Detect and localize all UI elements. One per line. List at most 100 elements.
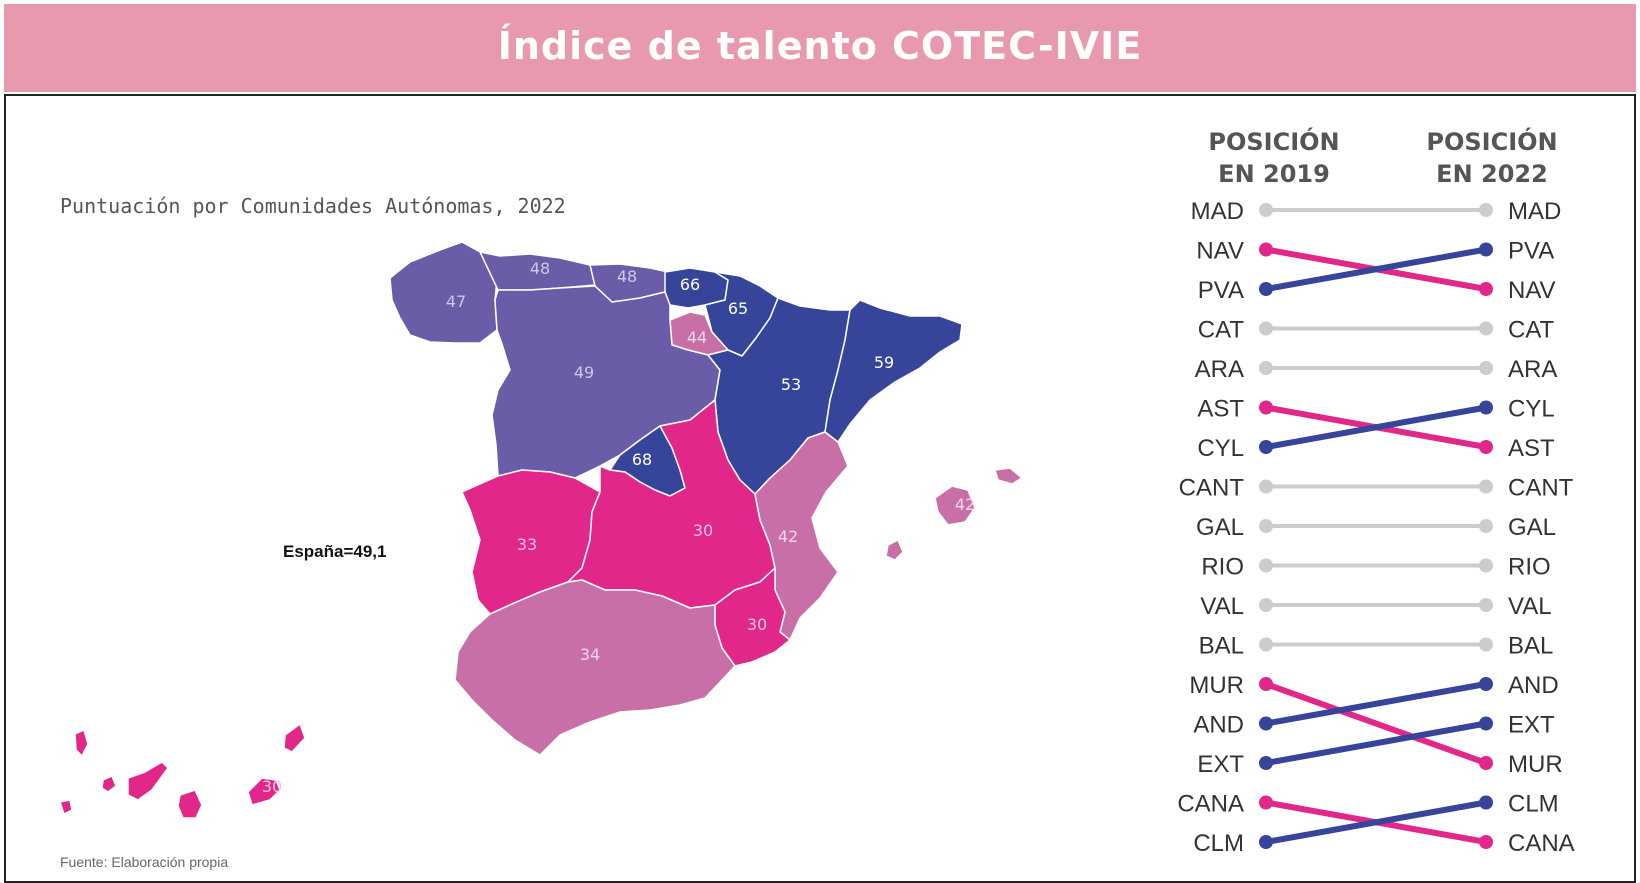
spain-average: España=49,1 [283, 542, 387, 561]
region-CAT [824, 299, 963, 443]
map-subtitle: Puntuación por Comunidades Autónomas, 20… [60, 194, 566, 218]
slope-line-AND [1263, 681, 1489, 727]
slope-dot-2019-CYL [1259, 440, 1273, 454]
slope-dot-2019-MAD [1259, 203, 1273, 217]
slope-header-2022: POSICIÓN EN 2022 [1392, 126, 1592, 190]
slope-label-2019-AND: AND [1193, 712, 1244, 739]
slope-label-2022-NAV: NAV [1508, 277, 1556, 304]
slope-label-2022-RIO: RIO [1508, 554, 1551, 581]
slope-label-2019-RIO: RIO [1201, 554, 1244, 581]
slope-header-2019-line1: POSICIÓN [1208, 128, 1340, 156]
slope-label-2022-VAL: VAL [1508, 593, 1552, 620]
label-CAT: 59 [874, 353, 894, 372]
slope-label-2022-CYL: CYL [1508, 396, 1555, 423]
slope-label-2019-ARA: ARA [1195, 356, 1244, 383]
slope-label-2019-NAV: NAV [1196, 238, 1244, 265]
slope-dot-2019-AST [1259, 400, 1273, 415]
slope-label-2019-VAL: VAL [1200, 593, 1244, 620]
label-CANA: 30 [262, 777, 282, 796]
label-RIO: 44 [687, 328, 707, 347]
slope-dot-2019-EXT [1259, 756, 1273, 770]
region-AND [454, 579, 736, 756]
slope-dot-2022-CAT [1479, 321, 1493, 336]
slope-label-2022-AST: AST [1508, 435, 1555, 462]
spain-map: 47 48 48 66 65 44 49 53 59 68 33 30 42 4… [59, 241, 1023, 819]
slope-label-2022-CAT: CAT [1508, 317, 1555, 344]
slope-dot-2019-BAL [1259, 637, 1273, 652]
slope-label-2022-MUR: MUR [1508, 751, 1563, 778]
label-AND: 34 [580, 645, 600, 664]
slope-label-2019-CANT: CANT [1179, 475, 1245, 502]
slope-label-2019-GAL: GAL [1196, 514, 1244, 541]
slope-label-2019-EXT: EXT [1197, 751, 1244, 778]
slope-label-2022-PVA: PVA [1508, 238, 1554, 265]
slope-dot-2022-CYL [1479, 400, 1493, 415]
slope-line-PVA [1263, 246, 1489, 292]
slope-dot-2022-CANA [1479, 835, 1493, 849]
label-CANT: 48 [617, 267, 637, 286]
slope-dot-2022-GAL [1479, 519, 1493, 533]
label-CYL: 49 [574, 363, 594, 382]
slope-dot-2022-CLM [1479, 795, 1493, 810]
slope-dot-2022-MUR [1479, 756, 1493, 770]
label-VAL: 42 [778, 527, 798, 546]
slope-dot-2022-BAL [1479, 637, 1493, 652]
label-MUR: 30 [747, 615, 767, 634]
slope-label-2022-CLM: CLM [1508, 791, 1559, 818]
slope-dot-2022-NAV [1479, 282, 1493, 296]
slope-label-2022-ARA: ARA [1508, 356, 1557, 383]
page-title: Índice de talento COTEC-IVIE [497, 24, 1143, 68]
slope-dot-2022-MAD [1479, 203, 1493, 217]
slope-dot-2022-CANT [1479, 479, 1493, 494]
slope-label-2019-BAL: BAL [1199, 633, 1244, 660]
slope-dot-2019-CAT [1259, 321, 1273, 336]
slope-label-2019-CAT: CAT [1198, 317, 1245, 344]
slope-dot-2019-VAL [1259, 598, 1273, 612]
slope-line-CLM [1263, 799, 1489, 845]
slope-dot-2019-AND [1259, 716, 1273, 731]
slope-label-2019-CLM: CLM [1193, 830, 1244, 857]
label-AST: 48 [530, 259, 550, 278]
slope-header-2019: POSICIÓN EN 2019 [1174, 126, 1374, 190]
label-ARA: 53 [781, 375, 801, 394]
slope-dot-2019-PVA [1259, 282, 1273, 296]
slope-dot-2022-RIO [1479, 558, 1493, 573]
slope-label-2022-CANA: CANA [1508, 830, 1575, 857]
slope-label-2019-PVA: PVA [1198, 277, 1244, 304]
slope-label-2022-MAD: MAD [1508, 198, 1561, 225]
slope-dot-2019-CANA [1259, 795, 1273, 810]
slope-header-2022-line2: EN 2022 [1436, 160, 1548, 188]
slope-dot-2019-ARA [1259, 361, 1273, 375]
title-banner: Índice de talento COTEC-IVIE [4, 4, 1636, 92]
slope-line-MUR [1263, 681, 1489, 766]
label-EXT: 33 [517, 535, 537, 554]
label-PVA: 66 [680, 275, 700, 294]
label-MAD: 68 [632, 450, 652, 469]
slope-dot-2022-PVA [1479, 242, 1493, 257]
slope-header-2019-line2: EN 2019 [1218, 160, 1330, 188]
slope-line-CYL [1263, 404, 1489, 450]
slope-dot-2022-EXT [1479, 716, 1493, 731]
label-BAL: 42 [955, 495, 975, 514]
slope-label-2022-AND: AND [1508, 672, 1559, 699]
label-NAV: 65 [728, 299, 748, 318]
slope-label-2022-GAL: GAL [1508, 514, 1556, 541]
slope-line-EXT [1263, 720, 1489, 766]
slope-dot-2019-MUR [1259, 677, 1273, 691]
source-note: Fuente: Elaboración propia [60, 854, 229, 870]
label-GAL: 47 [446, 292, 466, 311]
slope-label-2019-MUR: MUR [1189, 672, 1244, 699]
label-CLM: 30 [693, 521, 713, 540]
slope-label-2022-BAL: BAL [1508, 633, 1553, 660]
slope-dot-2019-NAV [1259, 242, 1273, 257]
slope-label-2022-EXT: EXT [1508, 712, 1555, 739]
slope-label-2019-CYL: CYL [1197, 435, 1244, 462]
region-CANA [59, 723, 306, 819]
slope-dot-2022-AND [1479, 677, 1493, 691]
region-BAL [885, 467, 1023, 561]
slope-dot-2019-CANT [1259, 479, 1273, 494]
slope-label-2019-CANA: CANA [1177, 791, 1244, 818]
slope-label-2019-AST: AST [1197, 396, 1244, 423]
slope-label-2019-MAD: MAD [1191, 198, 1244, 225]
